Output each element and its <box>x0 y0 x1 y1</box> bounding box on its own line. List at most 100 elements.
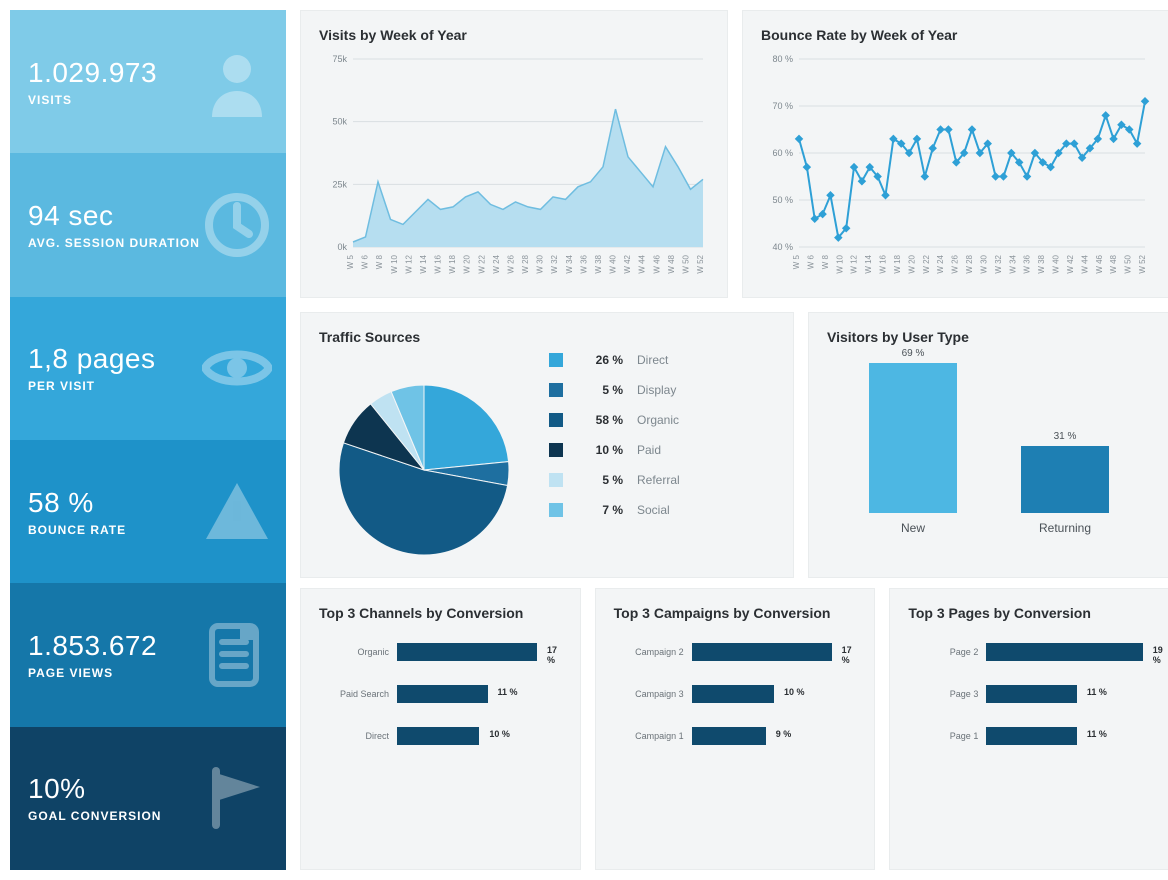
svg-text:W 28: W 28 <box>521 254 530 273</box>
chart-title: Bounce Rate by Week of Year <box>761 27 1151 43</box>
visitors-user-type-card: Visitors by User Type 69 %New31 %Returni… <box>808 312 1168 578</box>
traffic-legend: 26 %Direct5 %Display58 %Organic10 %Paid5… <box>549 329 775 565</box>
svg-text:W 14: W 14 <box>864 254 873 273</box>
legend-pct: 5 % <box>577 473 623 487</box>
bar-fill <box>692 685 774 703</box>
svg-text:W 22: W 22 <box>922 254 931 273</box>
bar-label: Campaign 1 <box>614 731 692 741</box>
svg-text:W 34: W 34 <box>1008 254 1017 273</box>
legend-pct: 5 % <box>577 383 623 397</box>
user-type-new: 69 %New <box>863 348 963 535</box>
bar-track: 10 % <box>397 727 562 745</box>
bar-fill <box>397 685 488 703</box>
svg-text:W 30: W 30 <box>536 254 545 273</box>
svg-text:60 %: 60 % <box>772 148 793 158</box>
svg-text:W 26: W 26 <box>506 254 515 273</box>
user-icon <box>202 47 272 117</box>
bar-value: 17 % <box>547 645 562 665</box>
bar-label: Paid Search <box>319 689 397 699</box>
svg-text:W 6: W 6 <box>806 254 815 269</box>
bar-row-direct: Direct10 % <box>319 715 562 757</box>
bar-track: 11 % <box>397 685 562 703</box>
legend-swatch <box>549 353 563 367</box>
bounce-line-chart: 40 %50 %60 %70 %80 %W 5W 6W 8W 10W 12W 1… <box>761 53 1151 283</box>
svg-text:W 20: W 20 <box>907 254 916 273</box>
bar <box>1021 446 1109 513</box>
bar-fill <box>692 643 832 661</box>
top-campaigns-bars: Campaign 217 % Campaign 3 10 % Campaign 1 9 … <box>614 631 857 757</box>
legend-swatch <box>549 443 563 457</box>
kpi-tile-visits: 1.029.973VISITS <box>10 10 286 153</box>
legend-item-display: 5 %Display <box>549 375 775 405</box>
svg-text:W 26: W 26 <box>951 254 960 273</box>
svg-text:W 24: W 24 <box>492 254 501 273</box>
svg-text:W 16: W 16 <box>434 254 443 273</box>
svg-text:W 12: W 12 <box>850 254 859 273</box>
bar-value: 11 % <box>1087 687 1107 697</box>
legend-item-organic: 58 %Organic <box>549 405 775 435</box>
svg-text:80 %: 80 % <box>772 54 793 64</box>
bar-fill <box>692 727 766 745</box>
legend-item-social: 7 %Social <box>549 495 775 525</box>
bar-row-campaign-2: Campaign 217 % <box>614 631 857 673</box>
bar-track: 17 % <box>397 643 562 661</box>
bar-value: 19 % <box>1153 645 1163 665</box>
bar-fill <box>397 727 479 745</box>
traffic-pie-chart <box>319 355 529 565</box>
svg-text:W 38: W 38 <box>594 254 603 273</box>
svg-text:W 5: W 5 <box>346 254 355 269</box>
svg-text:W 42: W 42 <box>1066 254 1075 273</box>
bar-fill <box>986 685 1077 703</box>
svg-text:50 %: 50 % <box>772 195 793 205</box>
svg-text:W 38: W 38 <box>1037 254 1046 273</box>
bar-value: 10 % <box>489 729 510 739</box>
bar-label: Page 2 <box>908 647 986 657</box>
bar-label: Organic <box>319 647 397 657</box>
svg-text:W 36: W 36 <box>579 254 588 273</box>
legend-label: Social <box>637 503 670 517</box>
svg-text:W 40: W 40 <box>1052 254 1061 273</box>
svg-text:W 18: W 18 <box>893 254 902 273</box>
bar-label: Campaign 3 <box>614 689 692 699</box>
svg-text:W 44: W 44 <box>1080 254 1089 273</box>
legend-item-paid: 10 %Paid <box>549 435 775 465</box>
bar-track: 10 % <box>692 685 857 703</box>
svg-text:W 46: W 46 <box>1095 254 1104 273</box>
bar-row-page-2: Page 219 % <box>908 631 1151 673</box>
svg-text:W 52: W 52 <box>1138 254 1147 273</box>
svg-text:W 8: W 8 <box>821 254 830 269</box>
svg-text:70 %: 70 % <box>772 101 793 111</box>
bar-row-page-3: Page 3 11 % <box>908 673 1151 715</box>
bar-value: 9 % <box>776 729 792 739</box>
bar-value: 11 % <box>498 687 518 697</box>
chart-title: Visits by Week of Year <box>319 27 709 43</box>
svg-text:40 %: 40 % <box>772 242 793 252</box>
bar-fill <box>986 643 1142 661</box>
svg-text:W 16: W 16 <box>879 254 888 273</box>
flag-icon <box>202 763 272 833</box>
svg-text:W 30: W 30 <box>979 254 988 273</box>
user-type-bars: 69 %New31 %Returning <box>827 355 1151 535</box>
svg-text:W 50: W 50 <box>1124 254 1133 273</box>
legend-item-direct: 26 %Direct <box>549 345 775 375</box>
bar-row-paid-search: Paid Search 11 % <box>319 673 562 715</box>
legend-swatch <box>549 503 563 517</box>
bar-label: Page 3 <box>908 689 986 699</box>
bar-value: 10 % <box>784 687 805 697</box>
bounce-by-week-card: Bounce Rate by Week of Year 40 % 50 % 60 %… <box>742 10 1168 298</box>
legend-item-referral: 5 %Referral <box>549 465 775 495</box>
svg-text:W 12: W 12 <box>404 254 413 273</box>
bar-label: Returning <box>1039 521 1091 535</box>
clock-icon <box>202 190 272 260</box>
eye-icon <box>202 333 272 403</box>
kpi-sidebar: 1.029.973VISITS94 secAVG. SESSION DURATI… <box>10 10 286 870</box>
top-pages-card: Top 3 Pages by Conversion Page 219 %Page… <box>889 588 1168 870</box>
svg-text:W 32: W 32 <box>994 254 1003 273</box>
alert-icon <box>202 477 272 547</box>
bar <box>869 363 957 513</box>
chart-title: Top 3 Pages by Conversion <box>908 605 1151 621</box>
legend-pct: 58 % <box>577 413 623 427</box>
svg-text:W 20: W 20 <box>463 254 472 273</box>
svg-text:W 14: W 14 <box>419 254 428 273</box>
legend-swatch <box>549 473 563 487</box>
